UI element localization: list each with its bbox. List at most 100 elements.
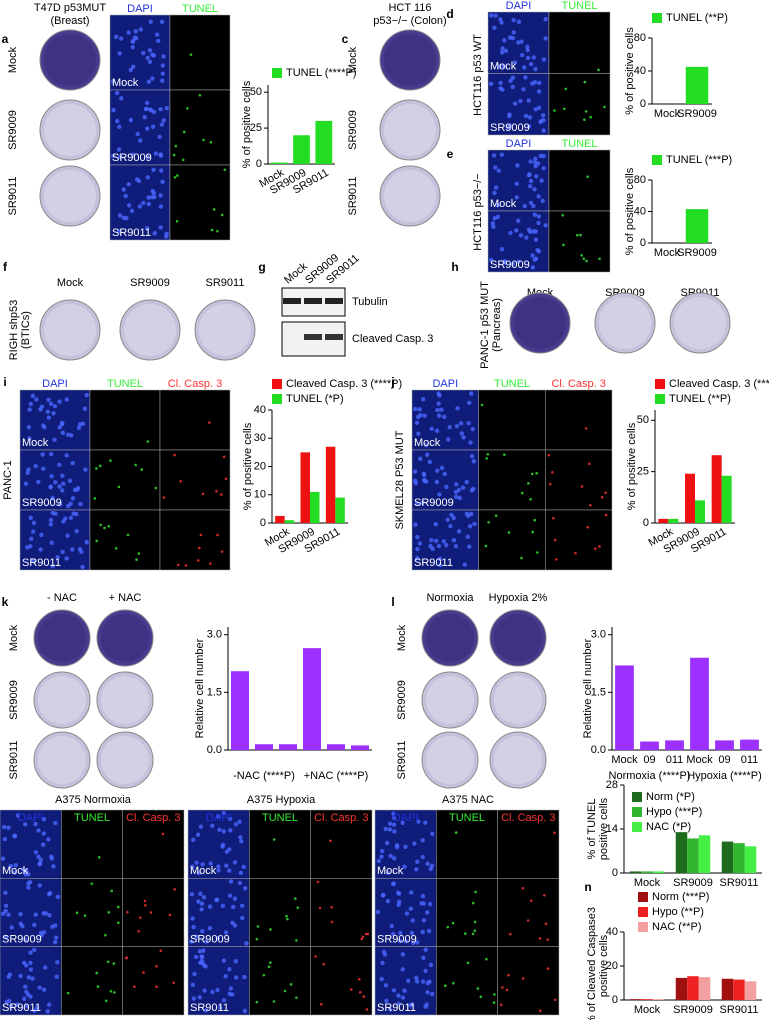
cell [427, 979, 432, 984]
cell [77, 422, 83, 427]
cell [23, 872, 28, 877]
cell [123, 193, 128, 199]
cell [533, 237, 539, 242]
cell [419, 901, 424, 906]
cell [464, 479, 469, 485]
cell [528, 178, 534, 184]
row-label: SR9009 [7, 110, 19, 150]
cell [194, 860, 199, 865]
legend-label: TUNEL (*P) [286, 393, 344, 405]
cell [255, 1000, 259, 1004]
cell [495, 214, 501, 220]
cell [23, 984, 28, 989]
cell [107, 524, 110, 528]
cell [51, 411, 56, 416]
panel-letter: k [2, 595, 9, 609]
cell [230, 904, 236, 910]
cell [430, 831, 435, 837]
dish-inner [101, 676, 149, 724]
cell [361, 935, 365, 939]
bar [279, 744, 297, 750]
cell [194, 934, 199, 939]
cell [525, 55, 531, 61]
y-tick-label: 0.0 [207, 744, 222, 756]
cell [23, 481, 29, 486]
micrograph [169, 164, 231, 241]
cell [151, 190, 157, 196]
cell [160, 71, 166, 76]
cell [227, 816, 233, 822]
cell [437, 556, 443, 562]
row-label: Mock [190, 865, 217, 877]
cell [414, 975, 419, 981]
cell [25, 545, 30, 550]
cell [598, 257, 601, 261]
cell [15, 813, 21, 818]
cell [413, 406, 418, 412]
cell [429, 537, 434, 543]
cell [242, 886, 248, 891]
row-label: Mock [347, 46, 359, 73]
cell [141, 200, 146, 206]
y-tick-label: 0 [612, 867, 618, 879]
channel-label: TUNEL [182, 3, 218, 15]
cell [536, 214, 542, 219]
cell [349, 988, 353, 991]
cell [396, 902, 401, 907]
cell [203, 1008, 208, 1013]
cell [535, 248, 540, 253]
cell [417, 407, 423, 412]
cell [510, 75, 516, 80]
cell [454, 482, 459, 487]
cell [424, 443, 429, 448]
cell [216, 868, 221, 873]
cell [25, 992, 31, 997]
cell [392, 829, 397, 834]
row-label: SR9009 [490, 259, 530, 271]
cell [114, 90, 120, 96]
bar [315, 120, 333, 164]
legend-label: NAC (*P) [646, 821, 691, 833]
cell [239, 903, 245, 909]
cell [50, 510, 56, 516]
cell [215, 936, 221, 941]
cell [499, 152, 505, 157]
cell [119, 36, 124, 41]
cell [580, 485, 584, 488]
cell [421, 397, 426, 402]
cell [23, 822, 28, 827]
panel-letter: j [390, 375, 394, 389]
cell [221, 810, 226, 816]
panel-letter: f [3, 260, 8, 274]
cell [210, 823, 215, 829]
cell [536, 220, 541, 226]
cell [548, 482, 552, 486]
dish-inner [384, 104, 436, 156]
cell [451, 515, 456, 521]
cell [588, 462, 591, 466]
panel-title: A375 NAC [442, 794, 494, 806]
cell [121, 187, 126, 192]
cell [527, 229, 533, 235]
legend-swatch [652, 13, 662, 23]
cell [151, 53, 156, 58]
y-tick-label: 3.0 [207, 629, 222, 641]
cell [6, 825, 11, 830]
cell [70, 496, 76, 501]
cell [283, 989, 287, 993]
cell [471, 486, 476, 492]
x-tick-label: 011 [666, 754, 684, 766]
cell [145, 175, 151, 180]
cell [428, 543, 433, 549]
cell [526, 919, 530, 922]
y-tick-label: 0 [612, 994, 618, 1006]
cell [360, 937, 364, 941]
cell [28, 960, 33, 966]
cell [420, 838, 425, 843]
cell [106, 960, 110, 964]
micrograph [436, 946, 498, 1016]
channel-label: Cl. Casp. 3 [501, 812, 555, 824]
bar [721, 475, 732, 523]
cell [161, 118, 166, 123]
row-label: SR9009 [2, 934, 42, 946]
